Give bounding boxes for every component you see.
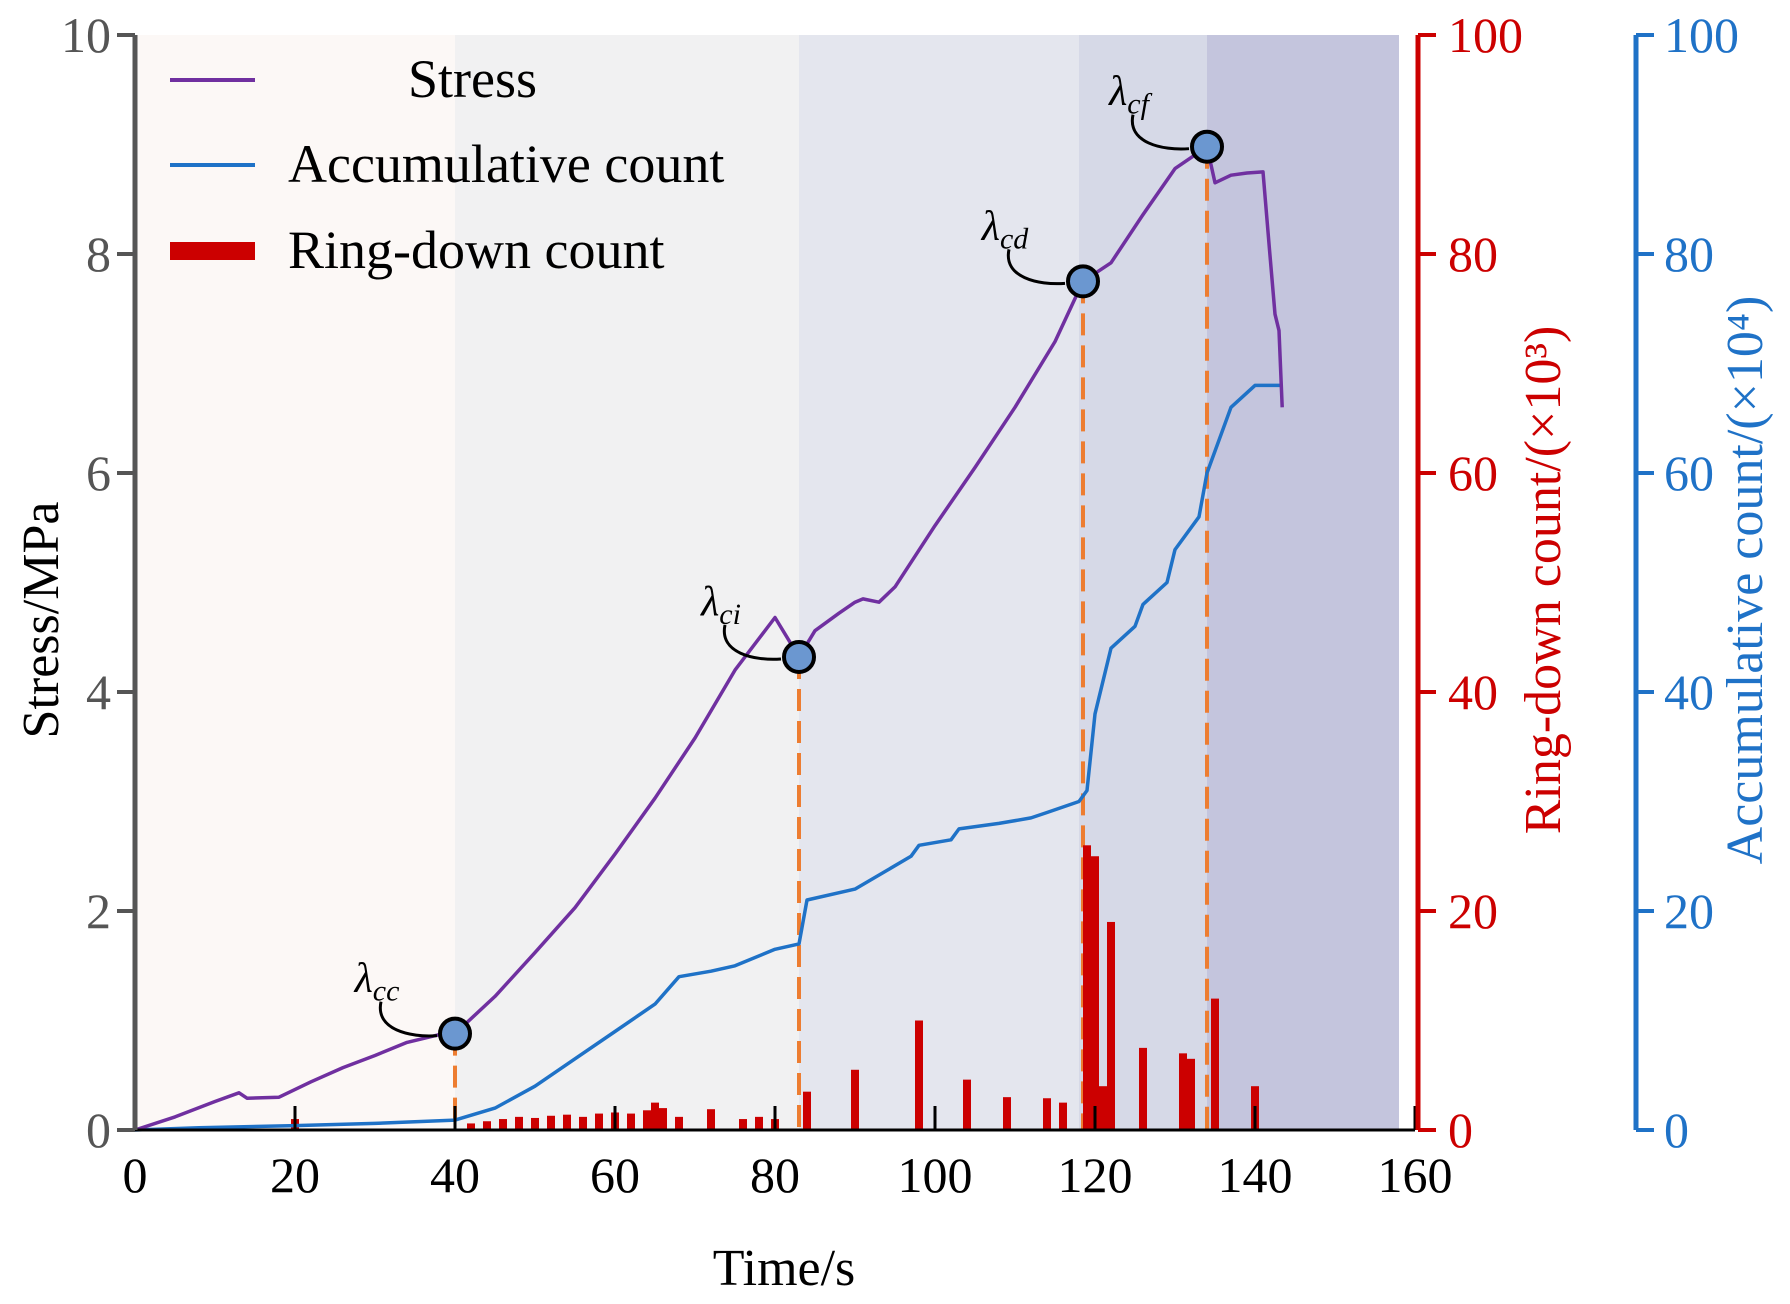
y-right1-tick-label: 40: [1448, 664, 1498, 720]
ring-down-bar: [707, 1109, 715, 1130]
ring-down-bar: [563, 1114, 571, 1130]
ring-down-bar: [595, 1113, 603, 1130]
ring-down-bar: [579, 1116, 587, 1130]
ring-down-bar: [1091, 856, 1099, 1130]
point-leader-4: [1130, 114, 1190, 151]
stage-region-1: [135, 35, 455, 1130]
x-axis-title: Time/s: [713, 1240, 856, 1297]
x-tick-label: 0: [123, 1147, 148, 1203]
ring-down-bar: [547, 1115, 555, 1130]
characteristic-points: λcc λci λcd λcf: [353, 69, 1224, 1051]
ring-down-bar: [1059, 1102, 1067, 1130]
characteristic-point-label-3: λcd: [980, 203, 1030, 255]
y-left-tick-label: 2: [86, 883, 111, 939]
y-right1-tick-label: 60: [1448, 445, 1498, 501]
y-axis-right2-title: Accumulative count/(×10⁴): [1717, 296, 1774, 865]
characteristic-point-2: [782, 639, 816, 674]
point-leader-2: [722, 624, 782, 661]
x-tick-label: 140: [1218, 1147, 1293, 1203]
x-tick-label: 120: [1058, 1147, 1133, 1203]
legend-label-accumulative: Accumulative count: [288, 134, 724, 194]
y-axis-right1-title: Ring-down count/(×10³): [1515, 326, 1572, 835]
ring-down-bar: [1099, 1086, 1107, 1130]
y-right2-tick-label: 40: [1664, 664, 1714, 720]
x-tick-label: 100: [898, 1147, 973, 1203]
y-right1-tick-label: 80: [1448, 226, 1498, 282]
x-tick-label: 60: [590, 1147, 640, 1203]
y-right1-tick-label: 100: [1448, 7, 1523, 63]
y-axis-left-title: Stress/MPa: [13, 502, 70, 739]
stage-region-5: [1207, 35, 1399, 1130]
ring-down-bar: [1043, 1098, 1051, 1130]
y-left-tick-label: 4: [86, 664, 111, 720]
stress-line: [134, 144, 1284, 1132]
point-leader-1: [378, 1001, 438, 1038]
y-right2-tick-label: 20: [1664, 883, 1714, 939]
ring-down-bar: [643, 1110, 651, 1130]
ring-down-bar: [755, 1116, 763, 1130]
accumulative-count-line: [134, 383, 1283, 1132]
stage-region-2: [455, 35, 799, 1130]
ring-down-bar: [963, 1079, 971, 1130]
characteristic-point-4: [1190, 129, 1224, 164]
ring-down-bar: [531, 1117, 539, 1130]
ring-down-bar: [1187, 1058, 1195, 1130]
ring-down-bar: [499, 1119, 507, 1130]
ring-down-bar: [739, 1119, 747, 1130]
x-tick-label: 20: [270, 1147, 320, 1203]
legend-label-stress: Stress: [408, 49, 537, 109]
ring-down-bar: [659, 1108, 667, 1130]
y-right2-tick-label: 0: [1664, 1102, 1689, 1158]
ring-down-bar: [483, 1121, 491, 1130]
characteristic-point-label-1: λcc: [353, 956, 400, 1008]
legend: Stress Accumulative count Ring-down coun…: [170, 49, 724, 280]
y-left-tick-label: 8: [86, 226, 111, 282]
legend-swatch-ringdown: [170, 242, 255, 260]
series-lines: [134, 144, 1284, 1132]
y-left-tick-label: 0: [86, 1102, 111, 1158]
characteristic-point-3: [1066, 264, 1100, 299]
point-leader-3: [1006, 249, 1066, 286]
stage-region-3: [799, 35, 1079, 1130]
legend-label-ringdown: Ring-down count: [288, 220, 664, 280]
ring-down-bar: [1107, 921, 1115, 1130]
ring-down-bar: [627, 1113, 635, 1130]
x-tick-label: 40: [430, 1147, 480, 1203]
ring-down-bar: [675, 1116, 683, 1130]
ring-down-bar: [1179, 1053, 1187, 1130]
ring-down-bar: [803, 1091, 811, 1130]
ring-down-bar: [1083, 845, 1091, 1130]
y-left-tick-label: 6: [86, 445, 111, 501]
stage-regions: [135, 35, 1399, 1130]
y-right2-tick-label: 80: [1664, 226, 1714, 282]
ring-down-bar: [1003, 1097, 1011, 1130]
y-right2-tick-label: 100: [1664, 7, 1739, 63]
x-tick-label: 80: [750, 1147, 800, 1203]
y-right1-tick-label: 20: [1448, 883, 1498, 939]
ring-down-bar: [1139, 1047, 1147, 1130]
characteristic-point-label-4: λcf: [1107, 69, 1153, 121]
ring-down-bar: [515, 1116, 523, 1130]
characteristic-point-1: [438, 1016, 472, 1051]
ring-down-bar: [915, 1020, 923, 1130]
ring-down-bar: [467, 1123, 475, 1130]
axes: 0 20 40 60 80 100 120 140 1600246810020406080100…: [61, 7, 1739, 1203]
ring-down-bar: [1211, 998, 1219, 1130]
y-left-tick-label: 10: [61, 7, 111, 63]
characteristic-point-label-2: λci: [699, 579, 741, 631]
ring-down-bar: [851, 1069, 859, 1130]
y-right2-tick-label: 60: [1664, 445, 1714, 501]
y-right1-tick-label: 0: [1448, 1102, 1473, 1158]
x-tick-label: 160: [1378, 1147, 1453, 1203]
ring-down-bar: [651, 1102, 659, 1130]
